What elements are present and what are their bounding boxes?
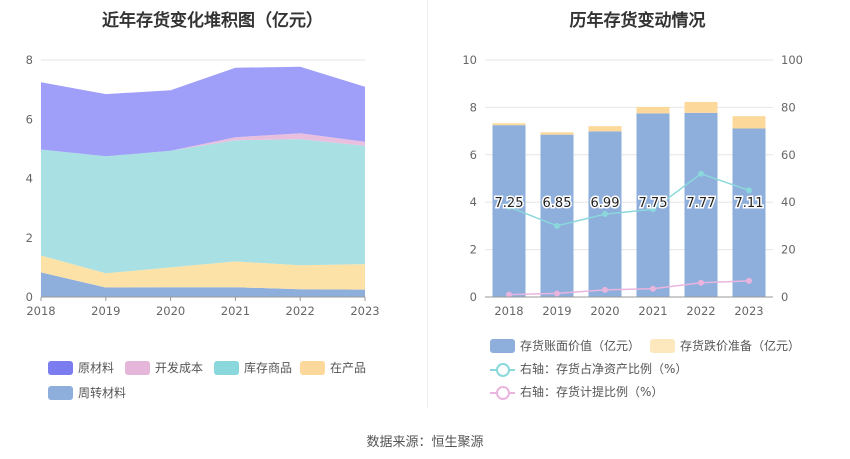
legend-label: 右轴：存货占净资产比例（%） (520, 362, 688, 376)
bar-impairment-provision (636, 106, 670, 114)
x-tick-label: 2023 (350, 304, 379, 318)
legend-item-provision-ratio[interactable]: 右轴：存货计提比例（%） (490, 383, 663, 400)
legend-swatch (48, 385, 73, 400)
legend-label: 在产品 (330, 361, 367, 375)
point-net-asset-ratio (554, 222, 560, 229)
legend-label: 开发成本 (155, 361, 204, 375)
y-tick-label: 6 (470, 148, 477, 162)
bar-impairment-provision (732, 116, 766, 129)
bar-value-label: 7.11 (735, 196, 764, 211)
y-tick-label: 2 (470, 243, 477, 257)
y-tick-label: 4 (26, 172, 33, 186)
point-provision-ratio (746, 277, 752, 284)
legend-label: 周转材料 (78, 386, 127, 400)
x-tick-label: 2023 (734, 304, 763, 318)
bar-value-label: 6.85 (543, 196, 572, 211)
data-source-note: 数据来源：恒生聚源 (366, 435, 484, 450)
point-provision-ratio (506, 291, 512, 298)
bar-inventory-book-value (636, 113, 670, 297)
y-tick-label: 6 (26, 112, 33, 126)
x-tick-label: 2019 (542, 304, 571, 318)
legend-swatch (48, 360, 73, 375)
y-tick-label: 4 (470, 195, 477, 209)
line-net-asset-ratio (508, 172, 750, 227)
y-tick-label: 8 (470, 100, 477, 114)
point-provision-ratio (554, 290, 560, 297)
y2-tick-label: 0 (781, 290, 788, 304)
y2-tick-label: 20 (781, 243, 796, 257)
x-tick-label: 2019 (91, 304, 120, 318)
bar-value-label: 7.25 (495, 196, 524, 211)
chart-divider (427, 0, 428, 408)
x-tick-label: 2018 (494, 304, 523, 318)
legend-item-inventory-net-asset-ratio[interactable]: 右轴：存货占净资产比例（%） (490, 360, 687, 377)
point-provision-ratio (698, 279, 704, 286)
line-provision-ratio (508, 280, 750, 296)
bar-impairment-provision (540, 132, 574, 135)
legend-item-turnover-materials[interactable]: 周转材料 (48, 384, 126, 401)
bar-value-label: 6.99 (591, 196, 620, 211)
x-tick-label: 2022 (686, 304, 715, 318)
area-库存商品 (41, 139, 365, 274)
x-tick-label: 2018 (26, 304, 55, 318)
y2-tick-label: 100 (781, 53, 803, 67)
area-周转材料 (41, 272, 365, 297)
y-tick-label: 0 (26, 290, 33, 304)
legend-item-inventory-book-value[interactable]: 存货账面价值（亿元） (490, 337, 640, 354)
bar-value-label: 7.75 (639, 196, 668, 211)
area-开发成本 (41, 133, 365, 157)
legend-label: 库存商品 (244, 361, 293, 375)
point-net-asset-ratio (506, 203, 512, 210)
right-chart-title: 历年存货变动情况 (569, 11, 706, 31)
x-tick-label: 2021 (221, 304, 250, 318)
legend-swatch (300, 360, 325, 375)
bar-impairment-provision (492, 123, 526, 126)
legend-label: 存货跌价准备（亿元） (680, 339, 801, 353)
y2-tick-label: 60 (781, 148, 796, 162)
legend-item-impairment-provision[interactable]: 存货跌价准备（亿元） (650, 337, 800, 354)
legend-item-finished-goods[interactable]: 库存商品 (214, 359, 292, 376)
legend-line-marker (490, 362, 515, 377)
point-provision-ratio (650, 285, 656, 292)
left-chart-title: 近年存货变化堆积图（亿元） (102, 11, 323, 31)
bar-impairment-provision (588, 126, 622, 132)
legend-item-work-in-progress[interactable]: 在产品 (300, 359, 366, 376)
area-在产品 (41, 255, 365, 290)
x-tick-label: 2022 (286, 304, 315, 318)
y2-tick-label: 40 (781, 195, 796, 209)
legend-label: 原材料 (78, 361, 115, 375)
legend-swatch (650, 338, 675, 353)
y-tick-label: 2 (26, 231, 33, 245)
bar-value-label: 7.77 (687, 196, 716, 211)
y-tick-label: 0 (470, 290, 477, 304)
x-tick-label: 2020 (156, 304, 185, 318)
legend-label: 右轴：存货计提比例（%） (520, 385, 664, 399)
point-net-asset-ratio (746, 187, 752, 194)
bar-inventory-book-value (732, 128, 766, 297)
legend-swatch (214, 360, 239, 375)
bar-impairment-provision (684, 101, 718, 113)
x-tick-label: 2021 (638, 304, 667, 318)
legend-line-marker (490, 385, 515, 400)
legend-swatch (490, 338, 515, 353)
bar-inventory-book-value (540, 134, 574, 297)
bar-inventory-book-value (684, 112, 718, 297)
point-provision-ratio (602, 286, 608, 293)
point-net-asset-ratio (602, 211, 608, 218)
x-tick-label: 2020 (590, 304, 619, 318)
y2-tick-label: 80 (781, 100, 796, 114)
legend-item-raw-materials[interactable]: 原材料 (48, 359, 114, 376)
legend-item-development-cost[interactable]: 开发成本 (125, 359, 203, 376)
area-原材料 (41, 66, 365, 157)
legend-label: 存货账面价值（亿元） (520, 339, 641, 353)
point-net-asset-ratio (698, 170, 704, 177)
point-net-asset-ratio (650, 206, 656, 213)
legend-swatch (125, 360, 150, 375)
y-tick-label: 8 (26, 53, 33, 67)
y-tick-label: 10 (462, 53, 477, 67)
